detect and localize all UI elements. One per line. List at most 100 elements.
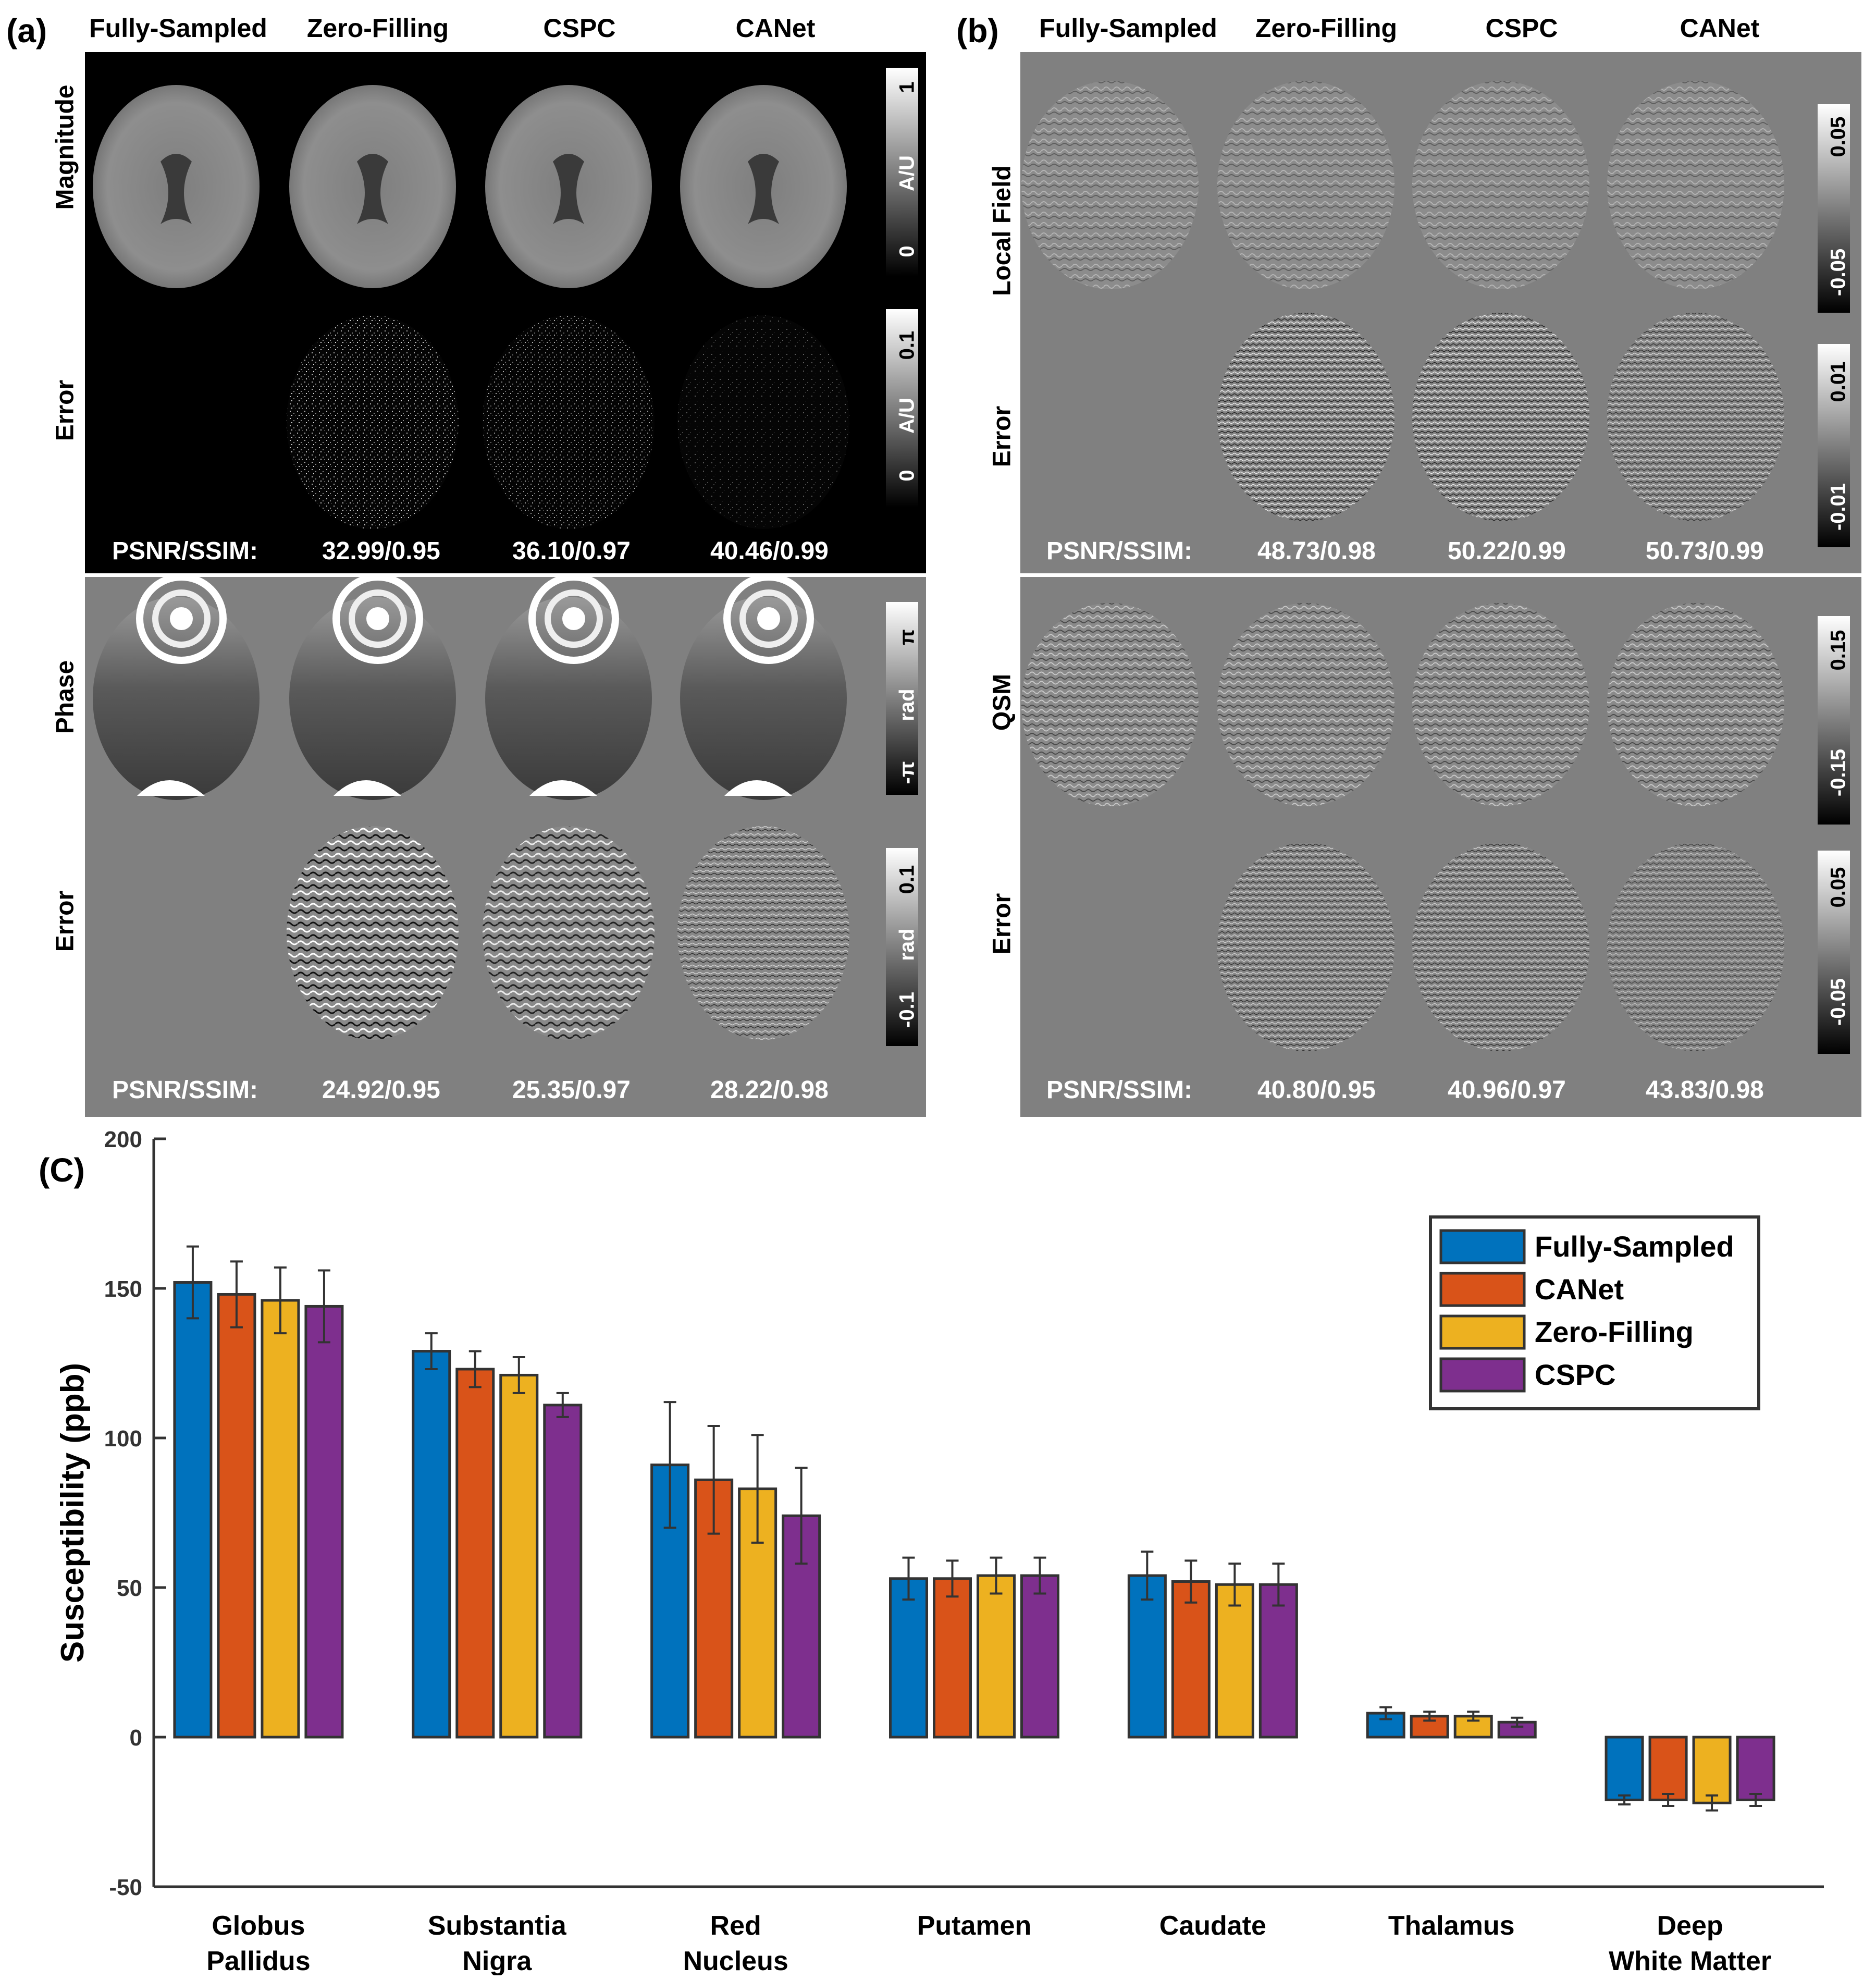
- legend-label: Zero-Filling: [1535, 1315, 1694, 1348]
- phase-colorbar-min: -π: [895, 761, 919, 784]
- legend-swatch: [1439, 1357, 1526, 1393]
- qsm-error-colorbar-max: 0.05: [1826, 867, 1850, 908]
- legend-swatch: [1439, 1314, 1526, 1350]
- row-label-phase-error: Error: [51, 890, 79, 952]
- row-label-phase: Phase: [51, 660, 79, 734]
- phase-error-cspc: [483, 826, 655, 1040]
- panel-a-col-title: CANet: [735, 14, 816, 43]
- phase-error-colorbar-min: -0.1: [895, 992, 919, 1028]
- panel-a-col-title: Zero-Filling: [306, 14, 449, 43]
- panel-a-letter: (a): [6, 12, 47, 50]
- local-field-colorbar-min: -0.05: [1826, 248, 1850, 297]
- local-field-error-zero-filling: [1217, 313, 1394, 521]
- local-field-brain-cspc: [1412, 81, 1589, 289]
- susceptibility-bar-chart: -50 0 50 100 150 200 Susceptibility (ppb) Globu…: [55, 1131, 1824, 1975]
- bar: [1020, 1574, 1059, 1739]
- bar: [304, 1305, 344, 1739]
- magnitude-brain-canet: [680, 85, 847, 288]
- phase-error-colorbar: [886, 848, 918, 1046]
- panel-b-col-title: Zero-Filling: [1255, 14, 1398, 43]
- bar: [173, 1281, 213, 1739]
- y-axis-label: Susceptibility (ppb): [55, 1363, 91, 1663]
- row-label-magnitude: Magnitude: [51, 84, 79, 210]
- legend-label: CANet: [1535, 1273, 1624, 1306]
- phase-metric-canet: 28.22/0.98: [710, 1076, 829, 1104]
- y-tick-label: 150: [104, 1276, 142, 1302]
- bar: [1736, 1736, 1775, 1802]
- magnitude-brain-cspc: [485, 85, 652, 288]
- bar: [933, 1577, 972, 1739]
- bar: [261, 1299, 300, 1739]
- qsm-metric-canet: 43.83/0.98: [1646, 1076, 1764, 1104]
- bar: [499, 1373, 539, 1739]
- x-tick-label: Thalamus: [1388, 1911, 1515, 1941]
- legend-label: Fully-Sampled: [1535, 1230, 1734, 1263]
- local-field-error-colorbar-min: -0.01: [1826, 483, 1850, 531]
- local-field-error-canet: [1607, 313, 1784, 521]
- qsm-colorbar: [1818, 616, 1850, 825]
- qsm-metric-cspc: 40.96/0.97: [1448, 1076, 1566, 1104]
- x-tick-label: Deep: [1657, 1911, 1723, 1941]
- row-label-qsm: QSM: [988, 673, 1016, 731]
- local-field-metric-cspc: 50.22/0.99: [1448, 537, 1566, 565]
- x-tick-label: Nucleus: [683, 1946, 788, 1975]
- row-label-local-field: Local Field: [988, 165, 1016, 296]
- local-field-error-cspc: [1412, 313, 1589, 521]
- panel-b-letter: (b): [956, 12, 999, 50]
- qsm-brain-canet: [1607, 603, 1784, 806]
- phase-brain-cspc: [485, 577, 652, 800]
- bar: [889, 1577, 928, 1739]
- phase-error-zero-filling: [287, 826, 459, 1040]
- phase-brain-fully: [93, 577, 260, 800]
- bar: [1215, 1583, 1254, 1739]
- x-tick-label: Red: [710, 1911, 761, 1941]
- row-label-qsm-error: Error: [988, 893, 1016, 955]
- qsm-error-zero-filling: [1217, 843, 1394, 1051]
- magnitude-colorbar-min: 0: [895, 245, 919, 257]
- bar: [1605, 1736, 1644, 1802]
- local-field-brain-zero-filling: [1217, 81, 1394, 289]
- bar: [977, 1574, 1016, 1739]
- local-field-error-colorbar-max: 0.01: [1826, 361, 1850, 402]
- panel-a-col-title: CSPC: [543, 14, 616, 43]
- legend-swatch: [1439, 1272, 1526, 1307]
- magnitude-error-colorbar-min: 0: [895, 470, 919, 482]
- x-tick-label: Nigra: [462, 1946, 532, 1975]
- local-field-colorbar-max: 0.05: [1826, 116, 1850, 157]
- row-label-magnitude-error: Error: [51, 379, 79, 441]
- magnitude-brain-zero-filling: [289, 85, 456, 288]
- bar: [412, 1350, 451, 1739]
- panel-c-letter: (C): [39, 1151, 85, 1189]
- row-label-local-field-error: Error: [988, 405, 1016, 468]
- bar: [217, 1293, 256, 1739]
- x-tick-label: Pallidus: [206, 1946, 310, 1975]
- x-tick-label: Putamen: [917, 1911, 1032, 1941]
- magnitude-error-colorbar: [886, 309, 918, 507]
- local-field-metric-label: PSNR/SSIM:: [1046, 537, 1193, 565]
- magnitude-images: [93, 85, 849, 529]
- local-field-metric-canet: 50.73/0.99: [1646, 537, 1764, 565]
- qsm-error-colorbar-min: -0.05: [1826, 978, 1850, 1026]
- bar: [1692, 1736, 1732, 1804]
- bar: [543, 1404, 583, 1739]
- qsm-brain-zero-filling: [1217, 603, 1394, 806]
- magnitude-metric-label: PSNR/SSIM:: [112, 537, 258, 565]
- qsm-error-cspc: [1412, 843, 1589, 1051]
- panel-b-col-title: Fully-Sampled: [1039, 14, 1217, 43]
- bar: [1648, 1736, 1688, 1802]
- local-field-colorbar: [1818, 104, 1850, 313]
- y-tick-label: 100: [104, 1426, 142, 1452]
- x-tick-label: Caudate: [1159, 1911, 1266, 1941]
- phase-metric-label: PSNR/SSIM:: [112, 1076, 258, 1104]
- y-tick-label: 0: [130, 1725, 142, 1751]
- qsm-brain-fully: [1021, 603, 1199, 806]
- phase-error-canet: [677, 826, 849, 1040]
- local-field-metric-zero-filling: 48.73/0.98: [1257, 537, 1376, 565]
- qsm-colorbar-min: -0.15: [1826, 748, 1850, 797]
- magnitude-error-canet: [677, 315, 849, 529]
- y-tick-label: -50: [109, 1875, 142, 1900]
- qsm-metric-zero-filling: 40.80/0.95: [1257, 1076, 1376, 1104]
- phase-metric-cspc: 25.35/0.97: [512, 1076, 631, 1104]
- x-tick-label: White Matter: [1609, 1946, 1771, 1975]
- qsm-brain-cspc: [1412, 603, 1589, 806]
